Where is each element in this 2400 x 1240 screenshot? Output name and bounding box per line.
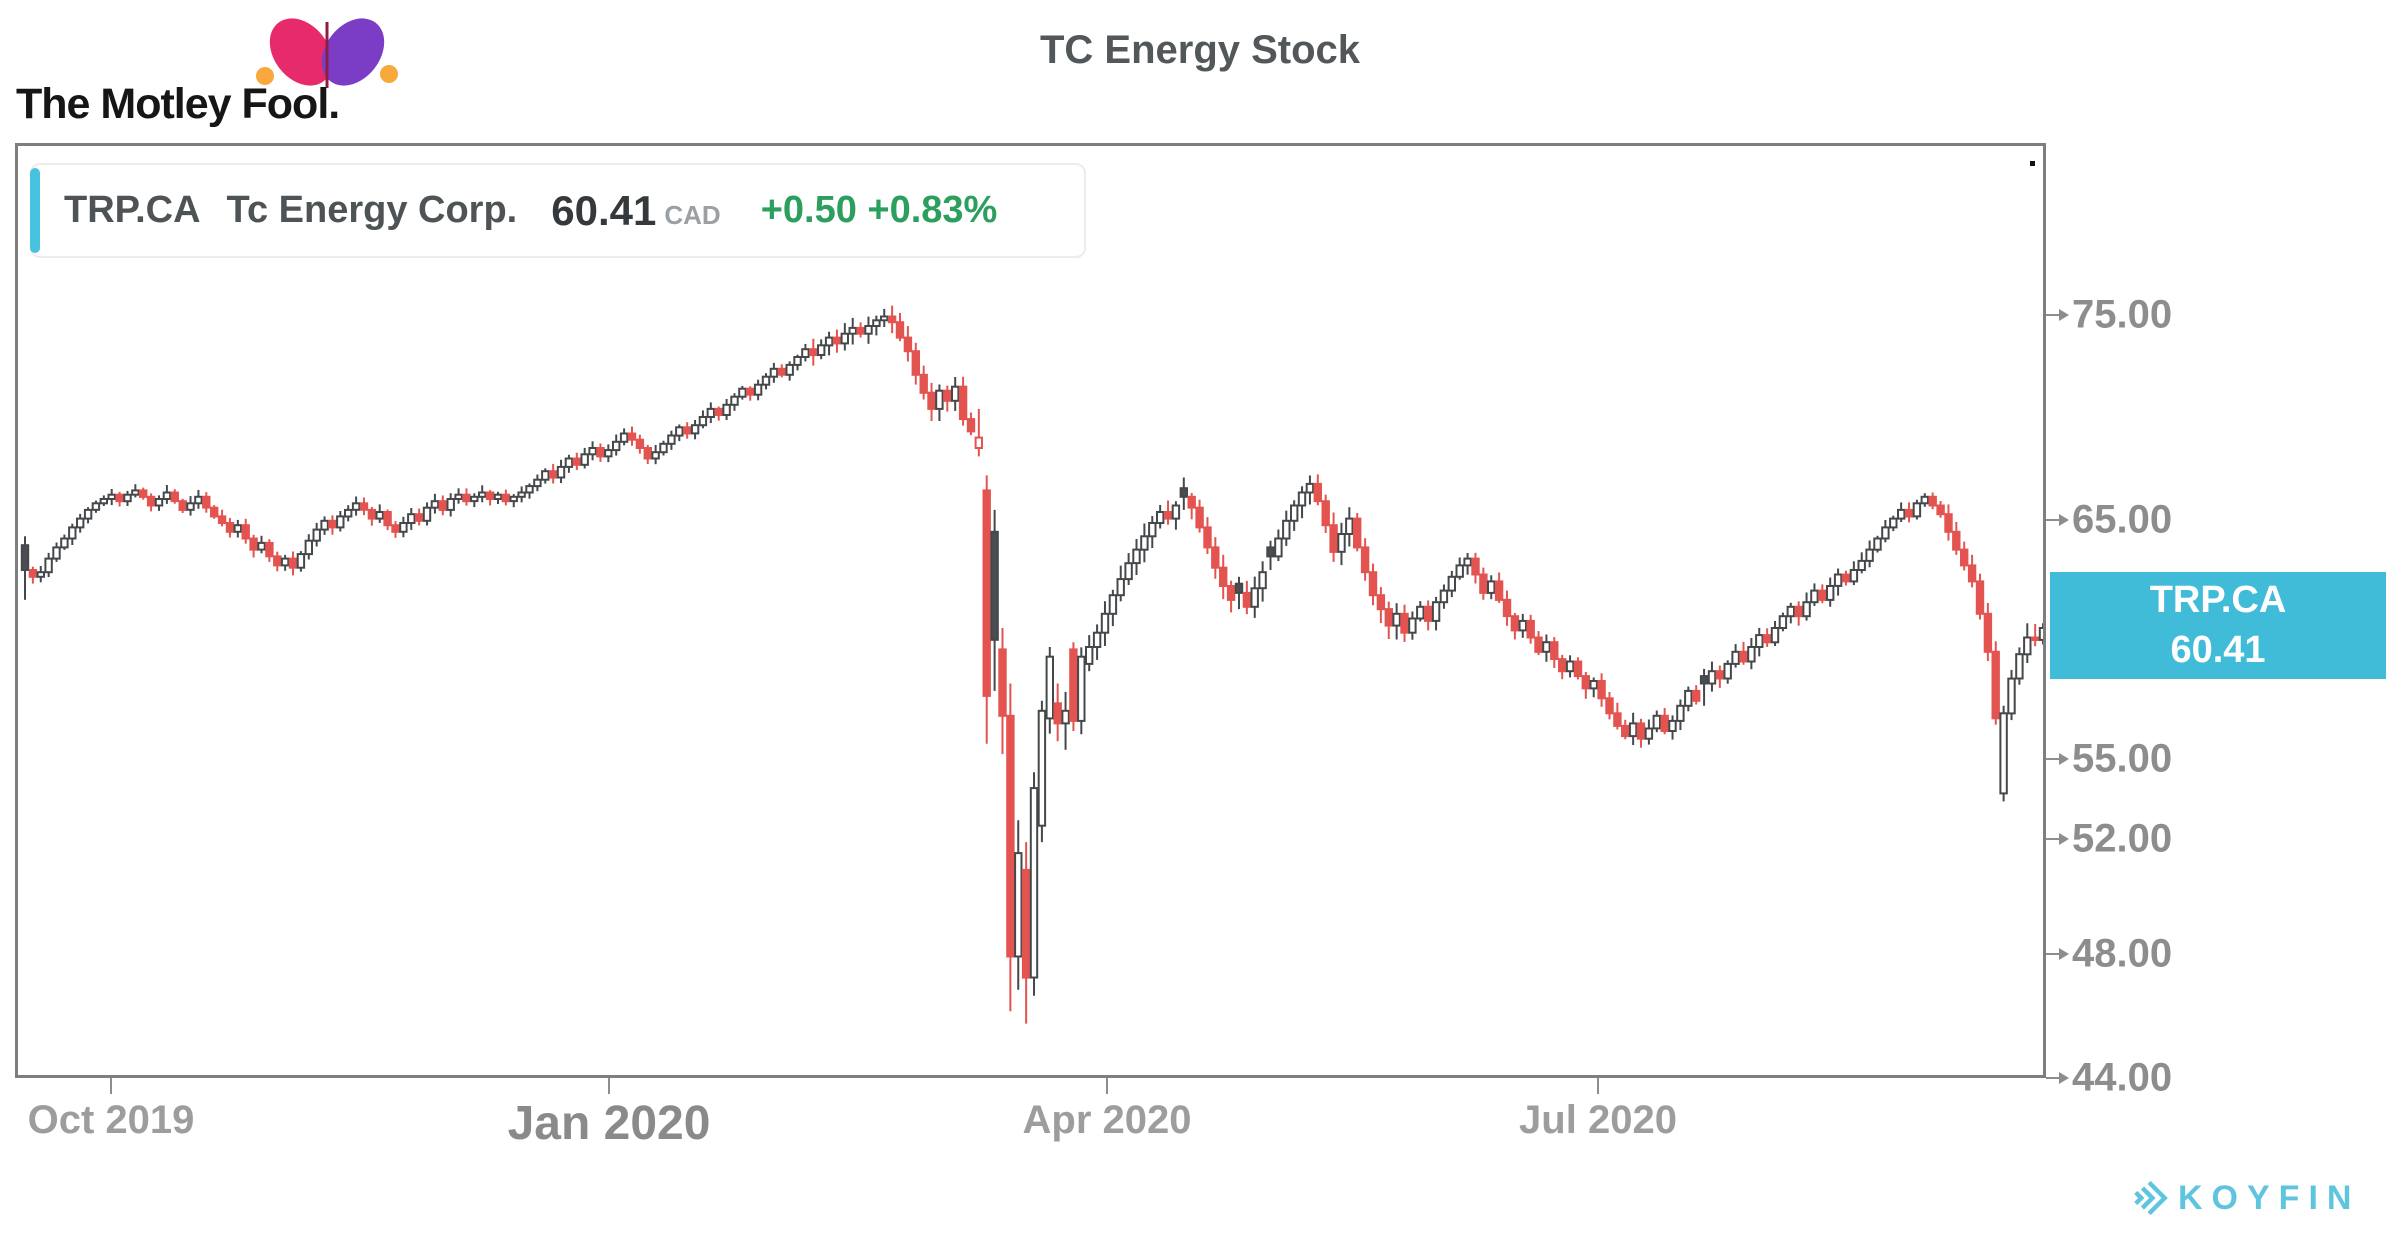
y-tick-arrow bbox=[2046, 752, 2069, 765]
page-title: TC Energy Stock bbox=[1039, 28, 1361, 72]
x-tick bbox=[1106, 1078, 1108, 1094]
chart-plot-area bbox=[15, 143, 2046, 1078]
x-axis-label: Jul 2020 bbox=[1519, 1098, 1677, 1142]
quote-last-price: 60.41 bbox=[551, 186, 657, 234]
y-axis-label: 52.00 bbox=[2072, 816, 2173, 861]
quote-accent-bar bbox=[30, 168, 40, 253]
badge-price: 60.41 bbox=[2170, 629, 2266, 672]
y-axis-label: 65.00 bbox=[2072, 497, 2173, 542]
quote-ticker: TRP.CA bbox=[64, 189, 201, 231]
quote-currency: CAD bbox=[664, 200, 721, 230]
quote-change-abs: +0.50 bbox=[760, 189, 857, 231]
candlestick-series bbox=[20, 305, 2043, 1024]
y-axis-label: 48.00 bbox=[2072, 931, 2173, 976]
stray-dot bbox=[2030, 161, 2035, 166]
x-tick bbox=[1597, 1078, 1599, 1094]
y-axis-label: 44.00 bbox=[2072, 1055, 2173, 1100]
y-axis-label: 55.00 bbox=[2072, 736, 2173, 781]
quote-summary-chip: TRP.CA Tc Energy Corp. 60.41 CAD +0.50 +… bbox=[30, 163, 1086, 258]
koyfin-logo-icon bbox=[2134, 1180, 2168, 1216]
x-tick bbox=[110, 1078, 112, 1094]
y-tick-arrow bbox=[2046, 514, 2069, 526]
x-tick bbox=[608, 1078, 610, 1094]
quote-change: +0.50 +0.83% bbox=[761, 189, 998, 232]
koyfin-wordmark: KOYFIN bbox=[2178, 1178, 2361, 1217]
motley-fool-wordmark: The Motley Fool. bbox=[16, 80, 340, 128]
koyfin-logo: KOYFIN bbox=[2128, 1178, 2360, 1218]
quote-change-pct: +0.83% bbox=[867, 189, 998, 231]
last-price-badge: TRP.CA 60.41 bbox=[2050, 571, 2386, 679]
y-tick-arrow bbox=[2046, 947, 2069, 960]
y-axis-label: 75.00 bbox=[2072, 292, 2173, 337]
jester-hat-icon bbox=[256, 18, 398, 88]
motley-fool-logo: The Motley Fool. bbox=[16, 4, 416, 128]
y-tick-arrow bbox=[2046, 1071, 2069, 1084]
quote-company-name: Tc Energy Corp. bbox=[226, 189, 518, 231]
x-axis-label: Apr 2020 bbox=[1022, 1098, 1192, 1142]
y-tick-arrow bbox=[2046, 309, 2069, 322]
x-axis-label: Jan 2020 bbox=[507, 1097, 711, 1150]
x-axis-label: Oct 2019 bbox=[27, 1098, 195, 1142]
y-tick-arrow bbox=[2046, 833, 2069, 846]
badge-ticker: TRP.CA bbox=[2149, 579, 2287, 622]
